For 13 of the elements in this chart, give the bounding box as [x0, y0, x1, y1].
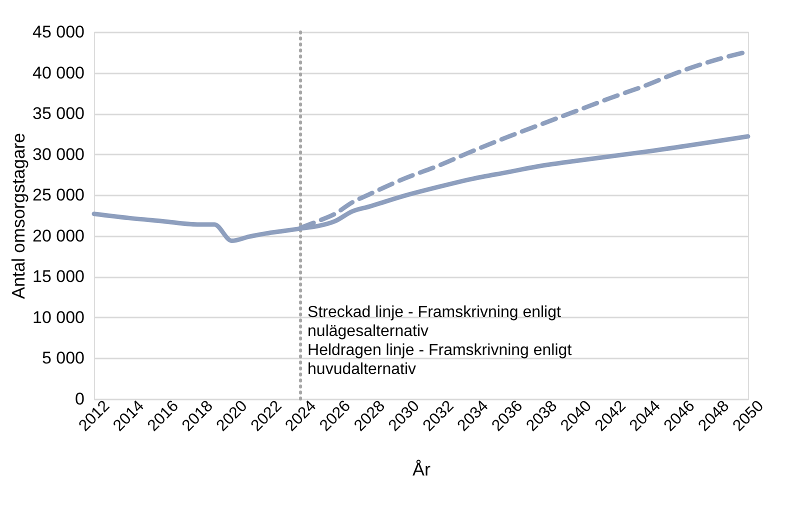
x-axis-title: År — [412, 460, 431, 480]
y-tick-label: 40 000 — [32, 63, 84, 82]
y-tick-label: 5 000 — [42, 348, 84, 368]
y-tick-label: 30 000 — [32, 144, 84, 164]
annotation: Streckad linje - Framskrivning enligt nulägesalternativ — [308, 304, 562, 340]
y-tick-label: 20 000 — [32, 226, 84, 246]
annotation: Heldragen linje - Framskrivning enligt huvudalternativ — [308, 342, 572, 378]
y-tick-label: 15 000 — [32, 267, 84, 286]
y-tick-label: 25 000 — [32, 186, 84, 205]
y-tick-label: 45 000 — [32, 22, 84, 42]
y-tick-label: 35 000 — [32, 104, 84, 124]
y-tick-label: 10 000 — [32, 308, 84, 327]
y-axis-title: Antal omsorgstagare — [8, 132, 29, 300]
